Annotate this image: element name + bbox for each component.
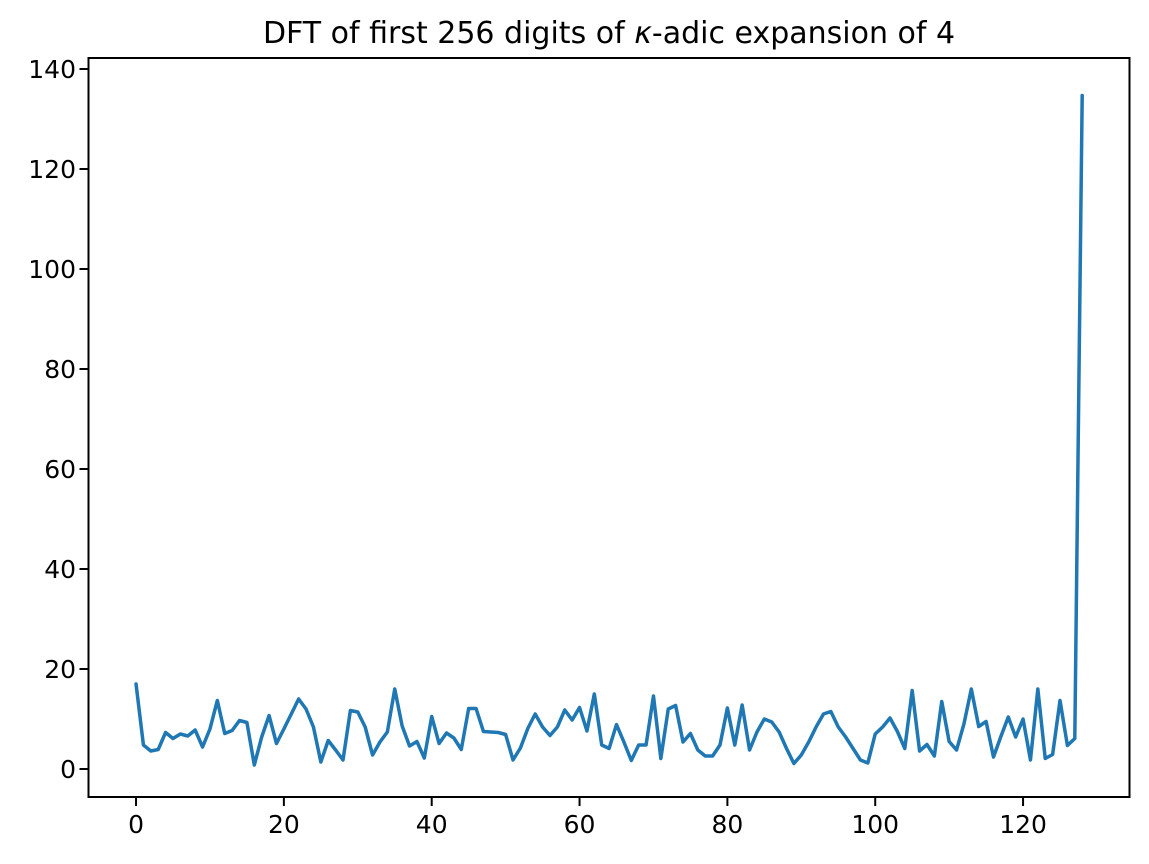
kappa-symbol: κ <box>634 16 652 51</box>
x-axis-tick-label: 40 <box>416 810 448 839</box>
y-axis-tick-label: 140 <box>28 55 76 84</box>
y-axis-tick-label: 100 <box>28 255 76 284</box>
x-axis-tick-label: 20 <box>268 810 300 839</box>
axes-spines <box>87 57 1131 798</box>
y-axis-tick-label: 20 <box>44 655 76 684</box>
x-axis-tick-label: 60 <box>564 810 596 839</box>
y-axis-tick-label: 60 <box>44 455 76 484</box>
dft-magnitude-line <box>134 93 1084 767</box>
y-axis-tick-label: 80 <box>44 355 76 384</box>
y-axis-tick-label: 0 <box>60 755 76 784</box>
y-axis-tick-label: 40 <box>44 555 76 584</box>
chart-title: DFT of first 256 digits of κ-adic expans… <box>263 16 955 51</box>
x-axis-tick-label: 0 <box>128 810 144 839</box>
x-axis-tick-label: 120 <box>999 810 1047 839</box>
x-axis-tick-label: 80 <box>711 810 743 839</box>
y-axis-tick-label: 120 <box>28 155 76 184</box>
x-axis-tick-label: 100 <box>851 810 899 839</box>
